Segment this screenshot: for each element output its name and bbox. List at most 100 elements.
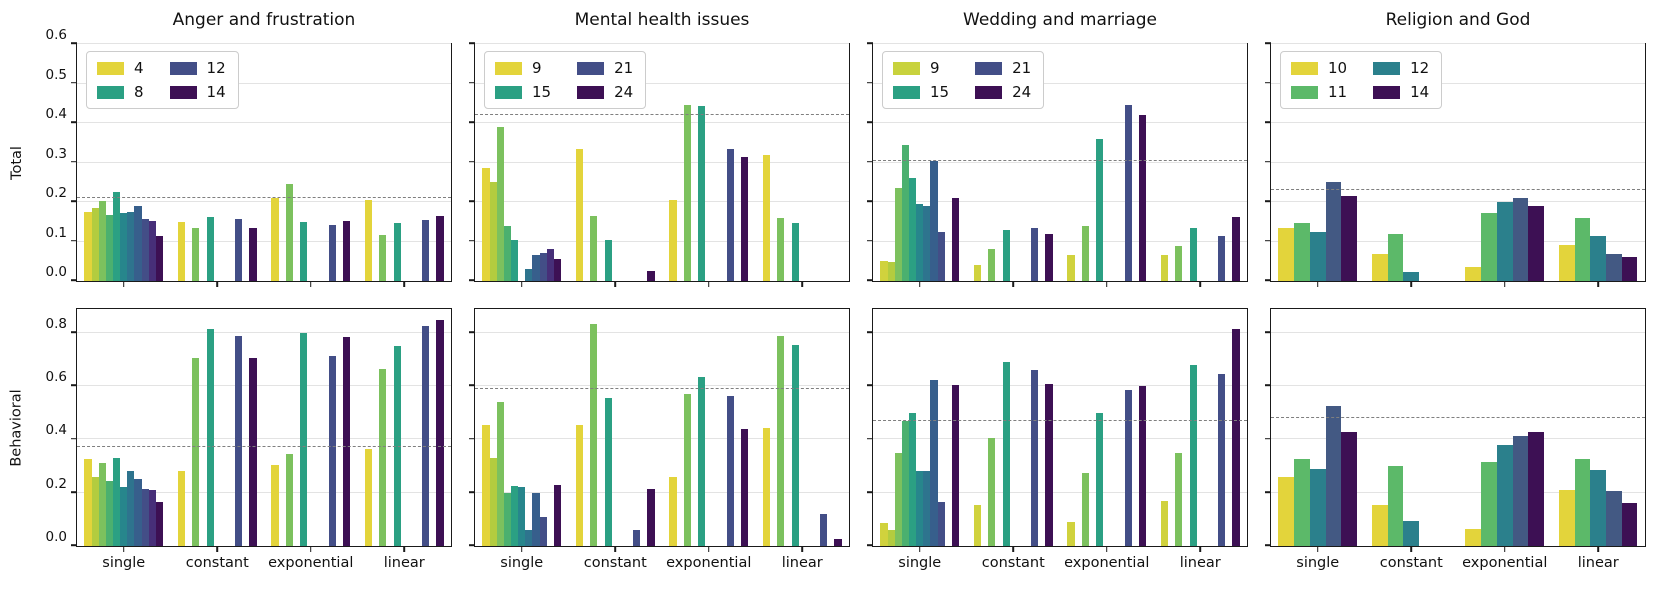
bar-slot (342, 44, 351, 281)
dashed-threshold-line (873, 159, 1247, 161)
bar (148, 220, 156, 281)
xtick-mark (520, 281, 523, 287)
bar-slot (1232, 309, 1240, 546)
bar-slot (105, 309, 114, 546)
bar (1294, 459, 1310, 546)
bar-group-exponential (1067, 309, 1147, 546)
legend-entry: 15 (495, 83, 551, 101)
bar (84, 459, 92, 546)
bar-group-constant (973, 44, 1053, 281)
bar-slot (148, 44, 156, 281)
gridline (873, 161, 1247, 163)
bar (647, 488, 655, 546)
bar (553, 259, 562, 281)
legend-entry: 14 (169, 83, 226, 101)
bar (525, 530, 533, 546)
bar (120, 487, 128, 546)
legend-entry: 11 (1291, 83, 1347, 101)
gridline (77, 43, 451, 44)
bar-slot (214, 309, 221, 546)
bar-slot (1002, 309, 1010, 546)
bar-slot (1189, 309, 1197, 546)
legend-swatch-icon (893, 85, 920, 99)
bar-slot (386, 44, 393, 281)
bar-slot (880, 44, 888, 281)
bar-slot (1325, 44, 1342, 281)
bar (909, 412, 917, 546)
legend-label: 21 (1012, 59, 1032, 77)
bar (1096, 138, 1104, 281)
gridline (873, 122, 1247, 124)
bar-slot (285, 44, 293, 281)
xtick-mark (1316, 546, 1319, 552)
xtick-mark (122, 281, 125, 287)
bar-slot (1204, 44, 1211, 281)
bar (503, 492, 512, 546)
ytick-label: 0.5 (45, 66, 67, 83)
bar-slot (314, 44, 321, 281)
bar (511, 486, 519, 546)
bar (436, 319, 444, 546)
subplot-4: 0.0 0.2 0.4 0.6 0.8 single constant exponential… (46, 308, 452, 571)
bar (113, 192, 121, 281)
gridline (1271, 385, 1645, 387)
bar-slot (834, 44, 841, 281)
bar-group-constant (177, 44, 257, 281)
xtick-label-linear: linear (781, 555, 823, 571)
bar-slot (518, 309, 526, 546)
bar (937, 231, 945, 281)
xtick-label-exponential: exponential (1064, 555, 1150, 571)
bar (930, 379, 938, 546)
bar-slot (185, 309, 192, 546)
xtick-mark (918, 281, 921, 287)
bar (726, 148, 734, 281)
bar-group-linear (1160, 44, 1240, 281)
bar-slot (155, 44, 164, 281)
xtick-label-linear: linear (383, 555, 425, 571)
bar (1325, 182, 1342, 281)
plot-area: 0.0 0.2 0.4 0.6 0.8 single constant exponential… (46, 308, 452, 571)
bar-slot (271, 44, 279, 281)
legend-swatch-icon (169, 61, 197, 75)
gridline (77, 491, 451, 493)
gridline (1271, 331, 1645, 333)
bar-slot (307, 44, 314, 281)
bar-slot (1465, 44, 1482, 281)
bar (271, 464, 279, 546)
bar (285, 184, 293, 281)
xtick-label-constant: constant (583, 555, 647, 571)
bar-slot (827, 309, 834, 546)
bar-slot (1096, 44, 1104, 281)
bar-slot (604, 44, 612, 281)
ytick-mark (1265, 239, 1271, 242)
bar-slot (249, 44, 257, 281)
bar-slot (1218, 309, 1226, 546)
bar-slot (1138, 309, 1147, 546)
bar (791, 222, 799, 281)
bar (249, 227, 257, 281)
subplot-title-wedding: Wedding and marriage (963, 10, 1157, 30)
xtick-mark (801, 281, 804, 287)
xtick-label-linear: linear (1179, 555, 1221, 571)
bar-slot (1117, 44, 1124, 281)
bar (1528, 205, 1544, 281)
gridline (475, 82, 849, 84)
bar-slot (393, 44, 401, 281)
bar-slot (791, 44, 799, 281)
bar (951, 198, 960, 281)
bar (192, 227, 200, 281)
bar (1481, 213, 1497, 281)
bar-slot (973, 309, 982, 546)
bar (91, 476, 99, 546)
bar-group-linear (762, 309, 842, 546)
bar-slot (1110, 309, 1117, 546)
bar (1189, 364, 1197, 546)
bar (777, 217, 785, 281)
bar (91, 207, 99, 281)
gridline (1271, 82, 1645, 84)
gridline (475, 240, 849, 242)
bar (127, 211, 135, 281)
bar (916, 471, 924, 546)
bar-slot (228, 309, 235, 546)
ytick-mark (469, 384, 475, 387)
